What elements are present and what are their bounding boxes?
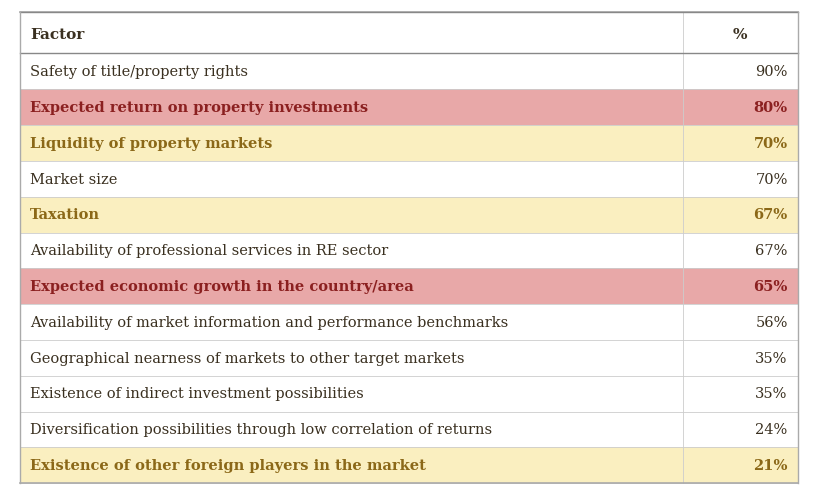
Bar — [20, 197, 798, 233]
Bar — [20, 12, 798, 54]
Bar — [20, 447, 798, 483]
Text: Expected economic growth in the country/area: Expected economic growth in the country/… — [30, 280, 414, 294]
Text: Expected return on property investments: Expected return on property investments — [30, 101, 368, 115]
Text: Geographical nearness of markets to other target markets: Geographical nearness of markets to othe… — [30, 352, 465, 366]
Text: 21%: 21% — [753, 459, 788, 473]
Text: Market size: Market size — [30, 173, 118, 186]
Bar — [20, 304, 798, 340]
Text: 80%: 80% — [753, 101, 788, 115]
Text: 56%: 56% — [755, 316, 788, 330]
Bar — [20, 411, 798, 447]
Text: 70%: 70% — [753, 137, 788, 151]
Text: Existence of other foreign players in the market: Existence of other foreign players in th… — [30, 459, 426, 473]
Text: 70%: 70% — [755, 173, 788, 186]
Text: 65%: 65% — [753, 280, 788, 294]
Text: 67%: 67% — [753, 208, 788, 222]
Text: 35%: 35% — [755, 387, 788, 401]
Text: 67%: 67% — [755, 244, 788, 258]
Bar — [20, 340, 798, 376]
Bar — [20, 54, 798, 89]
Bar — [20, 161, 798, 197]
Text: Factor: Factor — [30, 28, 84, 41]
Bar — [20, 89, 798, 125]
Text: %: % — [733, 28, 748, 41]
Text: Availability of market information and performance benchmarks: Availability of market information and p… — [30, 316, 509, 330]
Bar — [20, 233, 798, 268]
Bar — [20, 376, 798, 411]
Text: Existence of indirect investment possibilities: Existence of indirect investment possibi… — [30, 387, 364, 401]
Bar — [20, 268, 798, 304]
Text: 35%: 35% — [755, 352, 788, 366]
Text: Liquidity of property markets: Liquidity of property markets — [30, 137, 272, 151]
Text: 90%: 90% — [755, 65, 788, 79]
Bar — [20, 125, 798, 161]
Text: Diversification possibilities through low correlation of returns: Diversification possibilities through lo… — [30, 423, 492, 437]
Text: Safety of title/property rights: Safety of title/property rights — [30, 65, 249, 79]
Text: Taxation: Taxation — [30, 208, 101, 222]
Text: Availability of professional services in RE sector: Availability of professional services in… — [30, 244, 389, 258]
Text: 24%: 24% — [756, 423, 788, 437]
